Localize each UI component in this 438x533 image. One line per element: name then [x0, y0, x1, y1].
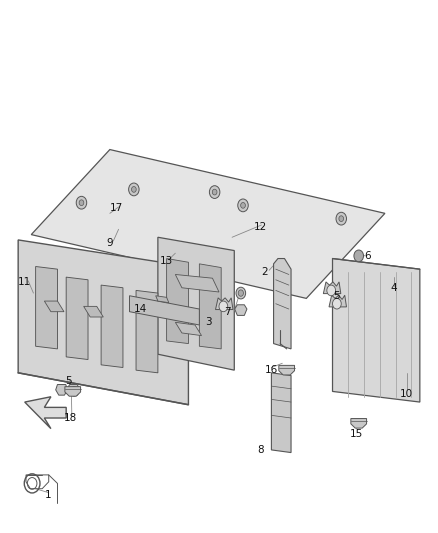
Text: 3: 3 [205, 317, 212, 327]
Polygon shape [199, 264, 221, 349]
Polygon shape [158, 237, 234, 370]
Polygon shape [235, 305, 247, 316]
Text: 4: 4 [390, 283, 397, 293]
Text: 5: 5 [65, 376, 72, 386]
Circle shape [327, 285, 336, 296]
Circle shape [212, 189, 217, 195]
Polygon shape [351, 418, 367, 428]
Text: 15: 15 [350, 429, 363, 439]
Polygon shape [31, 150, 385, 298]
Polygon shape [175, 322, 201, 336]
Text: 11: 11 [18, 278, 32, 287]
Text: 2: 2 [261, 267, 268, 277]
Polygon shape [274, 259, 291, 349]
Polygon shape [66, 277, 88, 360]
Polygon shape [44, 301, 64, 312]
Text: 9: 9 [106, 238, 113, 247]
Polygon shape [35, 266, 57, 349]
Circle shape [238, 290, 244, 296]
Polygon shape [279, 366, 294, 375]
Text: 16: 16 [265, 365, 278, 375]
Text: 14: 14 [134, 304, 147, 314]
Text: 7: 7 [224, 306, 231, 317]
Circle shape [76, 196, 87, 209]
Text: 6: 6 [364, 251, 371, 261]
Circle shape [332, 298, 341, 309]
Text: 5: 5 [334, 290, 340, 301]
Circle shape [240, 203, 245, 208]
Polygon shape [18, 240, 188, 405]
Polygon shape [25, 397, 66, 429]
Circle shape [219, 301, 228, 312]
Text: 18: 18 [64, 413, 77, 423]
Polygon shape [130, 296, 199, 325]
Circle shape [131, 187, 136, 192]
Polygon shape [67, 384, 80, 395]
Polygon shape [329, 295, 346, 307]
Polygon shape [56, 384, 67, 395]
Text: 17: 17 [110, 203, 123, 213]
Polygon shape [155, 296, 169, 303]
Circle shape [339, 216, 343, 222]
Polygon shape [323, 282, 341, 294]
Polygon shape [84, 306, 103, 317]
Circle shape [209, 185, 220, 198]
Text: 1: 1 [45, 490, 51, 500]
Circle shape [336, 212, 346, 225]
Text: 10: 10 [400, 389, 413, 399]
Circle shape [354, 250, 364, 262]
Polygon shape [65, 386, 81, 396]
Circle shape [79, 200, 84, 206]
Polygon shape [215, 298, 233, 310]
Circle shape [70, 386, 78, 396]
Polygon shape [175, 274, 219, 292]
Polygon shape [136, 290, 158, 373]
Polygon shape [166, 259, 188, 344]
Circle shape [236, 287, 246, 299]
Circle shape [129, 183, 139, 196]
Polygon shape [101, 285, 123, 368]
Polygon shape [272, 373, 291, 453]
Text: 8: 8 [257, 445, 264, 455]
Polygon shape [332, 259, 420, 402]
Circle shape [238, 199, 248, 212]
Text: 13: 13 [160, 256, 173, 266]
Text: 12: 12 [254, 222, 267, 232]
